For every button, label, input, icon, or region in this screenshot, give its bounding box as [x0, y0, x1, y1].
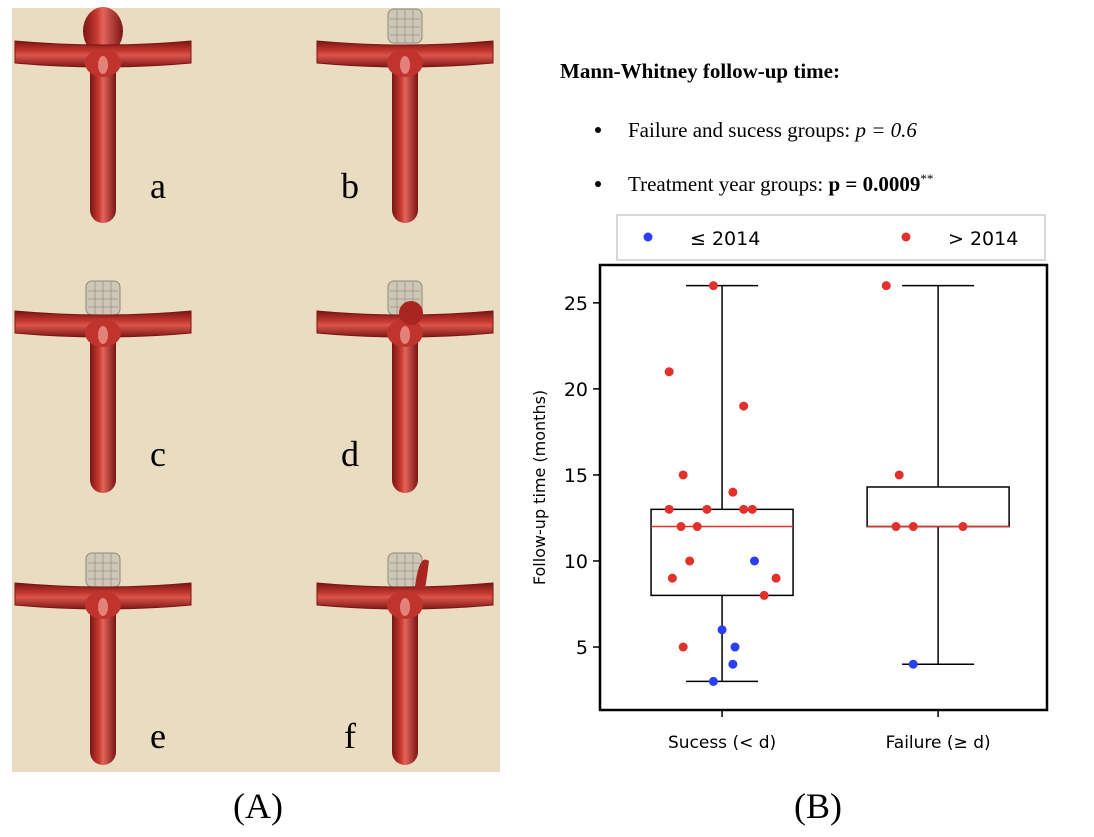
point: [678, 642, 688, 652]
stats-bullet: Treatment year groups: p = 0.0009**: [628, 171, 933, 196]
point: [685, 556, 695, 566]
rendering-label: b: [341, 166, 359, 206]
plot-frame: [598, 263, 1049, 712]
point: [676, 522, 686, 532]
y-tick-label: 15: [564, 465, 588, 487]
stats-title: Mann-Whitney follow-up time:: [560, 59, 840, 83]
y-tick-label: 25: [564, 293, 588, 315]
y-tick-label: 5: [576, 637, 588, 659]
stats-bullet: Failure and sucess groups: p = 0.6: [628, 118, 917, 142]
rendering-d: [316, 280, 494, 494]
bullet-text: Treatment year groups:: [628, 172, 823, 196]
bullet: [595, 127, 601, 133]
point: [702, 504, 712, 514]
panel-a-background: [12, 8, 500, 772]
point: [678, 470, 688, 480]
point: [730, 642, 740, 652]
legend-label: ≤ 2014: [690, 228, 760, 250]
point: [908, 522, 918, 532]
box: [650, 508, 794, 597]
bullet-math: p = 0.0009: [828, 172, 920, 196]
bullet: [595, 181, 601, 187]
point: [894, 470, 904, 480]
point: [664, 504, 674, 514]
point: [717, 625, 727, 635]
y-tick-label: 10: [564, 551, 588, 573]
legend-marker: [643, 232, 653, 242]
legend-box: [616, 214, 1046, 261]
point: [728, 487, 738, 497]
point: [891, 522, 901, 532]
point: [771, 573, 781, 583]
legend-marker: [901, 232, 911, 242]
bullet-sup: **: [920, 171, 933, 186]
point: [908, 659, 918, 669]
bullet-text: Failure and sucess groups:: [628, 118, 850, 142]
point: [692, 522, 702, 532]
rendering-label: a: [150, 166, 166, 206]
point: [739, 504, 749, 514]
point: [708, 281, 718, 291]
rendering-f: [316, 552, 494, 766]
legend-label: > 2014: [948, 228, 1018, 250]
rendering-label: d: [341, 434, 359, 474]
point: [747, 504, 757, 514]
x-tick-label: Sucess (< d): [668, 733, 776, 753]
point: [667, 573, 677, 583]
bullet-math: p = 0.6: [853, 118, 917, 142]
point: [708, 676, 718, 686]
point: [728, 659, 738, 669]
panel-label: (B): [794, 786, 842, 826]
point: [881, 281, 891, 291]
box: [866, 486, 1010, 528]
point: [664, 367, 674, 377]
point: [759, 590, 769, 600]
point: [958, 522, 968, 532]
point: [749, 556, 759, 566]
rendering-a: [14, 7, 192, 224]
rendering-label: f: [344, 716, 356, 756]
y-tick-label: 20: [564, 379, 588, 401]
x-tick-label: Failure (≥ d): [886, 733, 991, 753]
rendering-label: e: [150, 716, 166, 756]
y-axis-label: Follow-up time (months): [530, 390, 549, 585]
point: [739, 401, 749, 411]
panel-label: (A): [233, 786, 283, 826]
rendering-label: c: [150, 434, 166, 474]
